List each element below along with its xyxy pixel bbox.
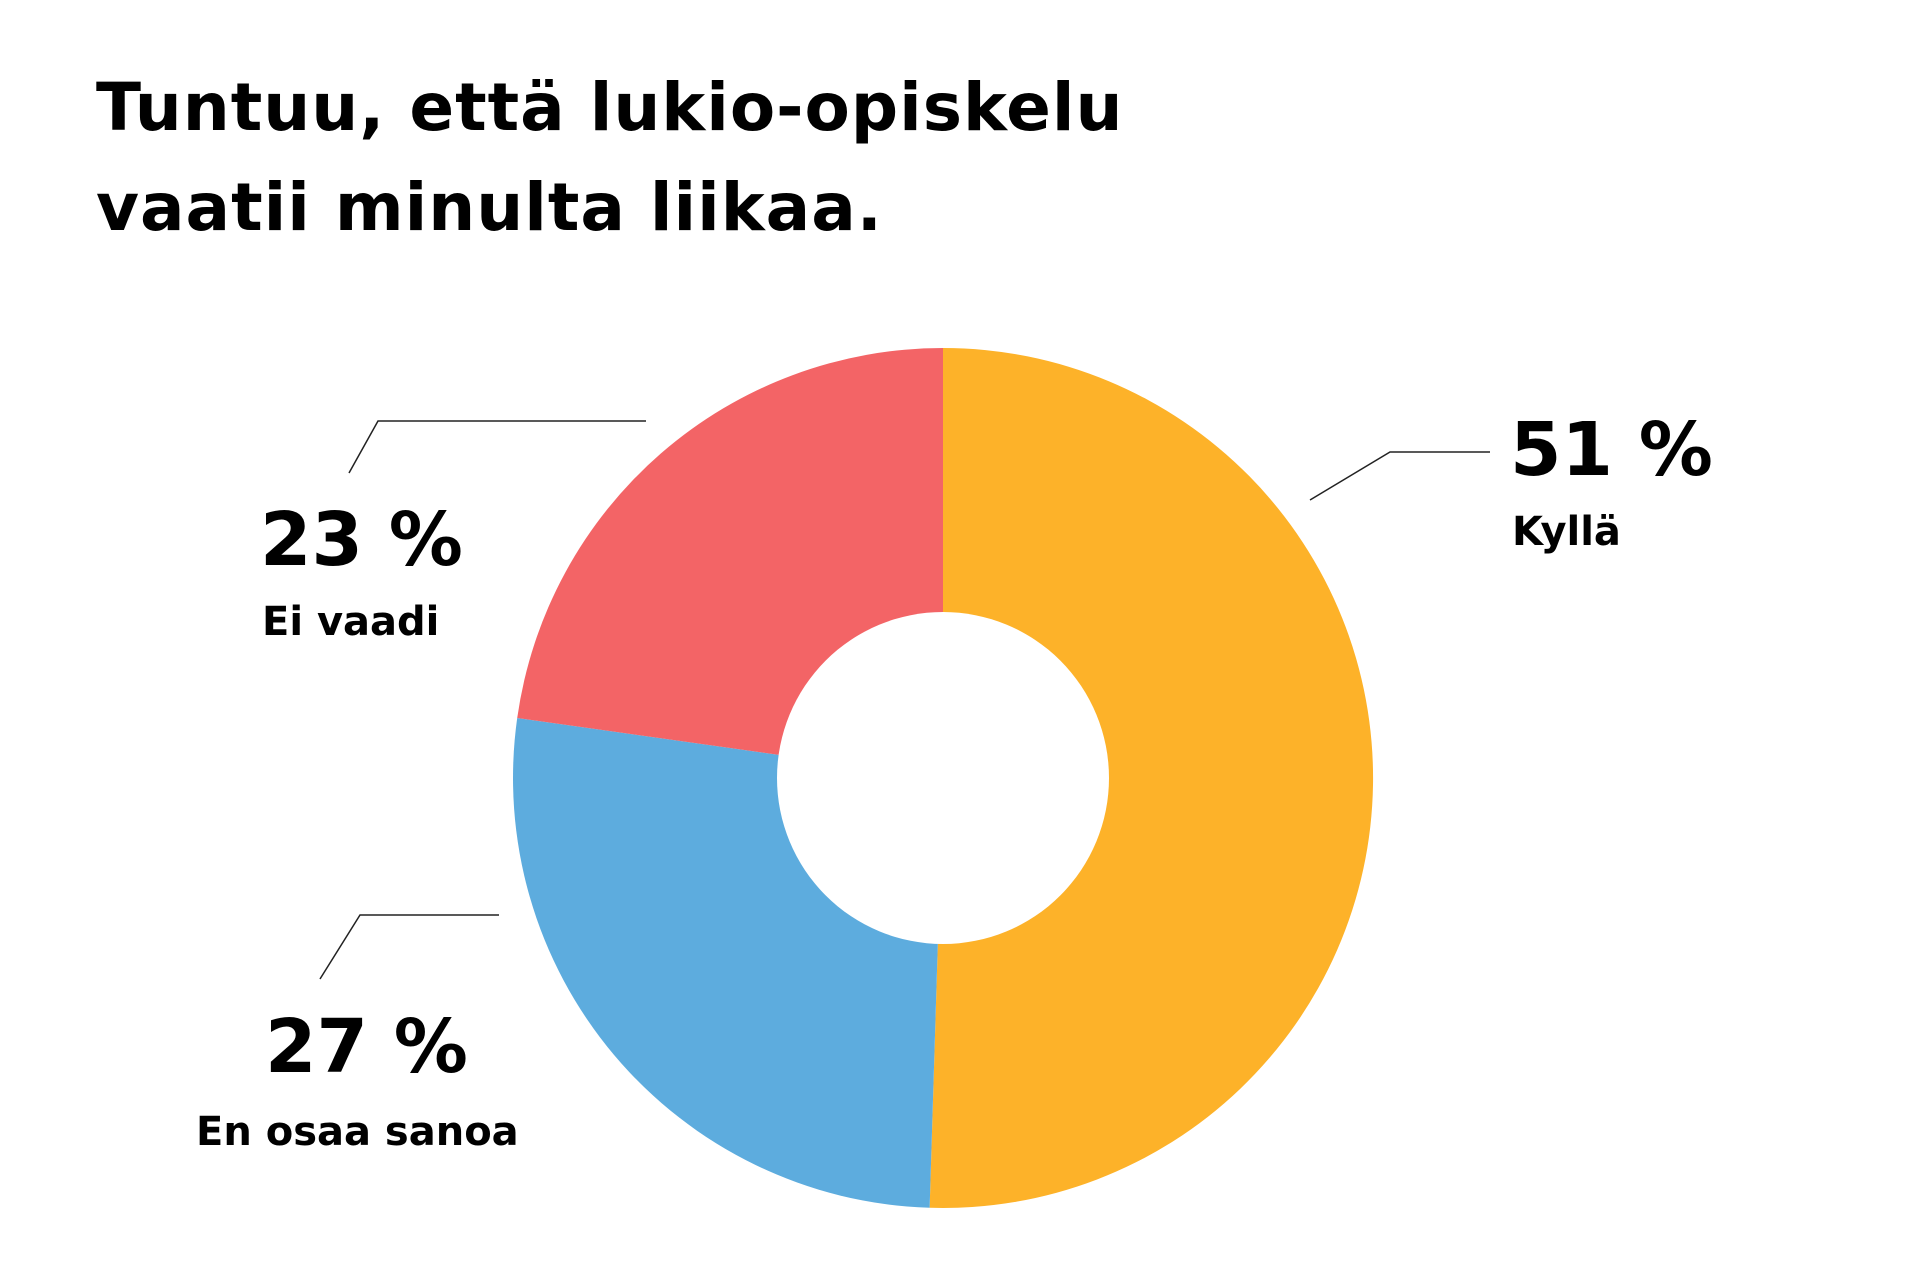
- leader-line-kylla: [1309, 451, 1490, 501]
- slice-value-label: 23 %: [260, 497, 463, 583]
- chart-title-line-1: Tuntuu, että lukio-opiskelu: [96, 69, 1124, 146]
- donut-hole: [777, 612, 1109, 944]
- chart-title: Tuntuu, että lukio-opiskelu vaatii minul…: [96, 58, 1296, 258]
- slice-value-label: 51 %: [1510, 407, 1713, 493]
- chart-title-line-2: vaatii minulta liikaa.: [96, 169, 883, 246]
- slice-category-label: En osaa sanoa: [196, 1109, 519, 1155]
- slice-category-label: Kyllä: [1512, 509, 1621, 555]
- slice-value-label: 27 %: [265, 1004, 468, 1090]
- slice-category-label: Ei vaadi: [262, 599, 439, 645]
- donut-slice: [929, 348, 1374, 1208]
- leader-line-ei-vaadi: [348, 420, 646, 474]
- leader-line-en-osaa-sanoa: [319, 914, 499, 980]
